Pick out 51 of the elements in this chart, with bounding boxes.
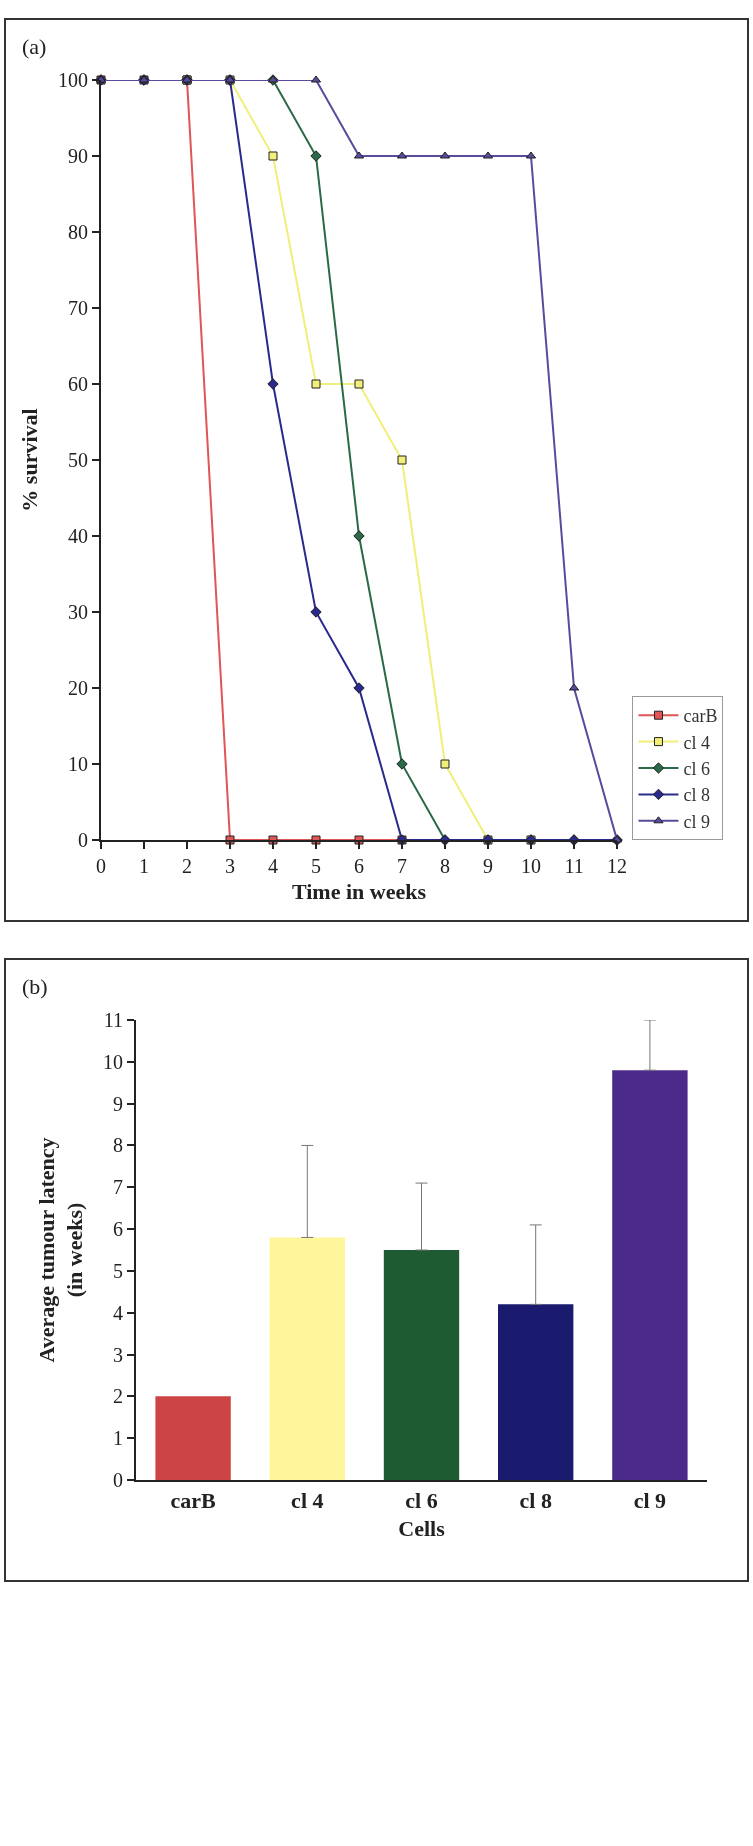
y-tick-label: 2 (113, 1385, 123, 1408)
x-tick-label: cl 6 (405, 1488, 438, 1514)
y-tick-label: 0 (78, 829, 88, 851)
x-tick-label: 5 (311, 855, 321, 877)
y-tick-label: 4 (113, 1301, 123, 1324)
y-tick-label: 10 (68, 753, 88, 775)
x-tick-label: 3 (225, 855, 235, 877)
legend-label: carB (683, 706, 718, 727)
x-tick-label: 9 (483, 855, 493, 877)
x-tick-label: 4 (268, 855, 278, 877)
y-tick-label: 40 (68, 525, 88, 547)
y-tick-label: 80 (68, 221, 88, 243)
x-tick-label: 1 (139, 855, 149, 877)
y-tick-label: 6 (113, 1218, 123, 1241)
legend-label: cl 6 (683, 759, 710, 780)
y-tick-label: 60 (68, 373, 88, 395)
text: (b) (22, 974, 48, 999)
x-tick-label: 11 (564, 855, 584, 877)
x-axis-title: Time in weeks (291, 879, 427, 905)
y-tick-label: 8 (113, 1134, 123, 1157)
x-tick-label: 10 (521, 855, 541, 877)
y-tick-label: 1 (113, 1427, 123, 1450)
y-tick-label: 70 (68, 297, 88, 319)
y-tick-label: 50 (68, 449, 88, 471)
y-tick-label: 90 (68, 145, 88, 167)
y-tick-label: 5 (113, 1259, 123, 1282)
y-tick-label: 7 (113, 1176, 123, 1199)
x-tick-label: cl 4 (291, 1488, 324, 1514)
legend-label: cl 9 (683, 811, 710, 832)
y-tick-label: 9 (113, 1092, 123, 1115)
y-tick-label: 100 (58, 69, 88, 91)
x-tick-label: 6 (354, 855, 364, 877)
x-tick-label: cl 9 (633, 1488, 667, 1514)
y-tick-label: 0 (113, 1469, 123, 1491)
y-tick-label: 3 (113, 1343, 123, 1366)
y-axis-title: % survival (17, 408, 43, 512)
y-tick-label: 11 (103, 1009, 123, 1031)
x-tick-label: 2 (182, 855, 192, 877)
legend-label: cl 4 (683, 732, 710, 753)
x-tick-label: 12 (607, 855, 627, 877)
text: (a) (22, 34, 47, 59)
x-tick-label: cl 8 (519, 1488, 552, 1514)
x-tick-label: 7 (397, 855, 407, 877)
y-axis-title: Average tumour latency (in weeks) (33, 1137, 88, 1363)
legend-label: cl 8 (683, 785, 710, 806)
y-tick-label: 20 (68, 677, 88, 699)
x-tick-label: 8 (440, 855, 450, 877)
y-tick-label: 10 (103, 1050, 123, 1073)
x-axis-title: Cells (398, 1515, 446, 1541)
x-tick-label: carB (170, 1488, 217, 1514)
y-tick-label: 30 (68, 601, 88, 623)
